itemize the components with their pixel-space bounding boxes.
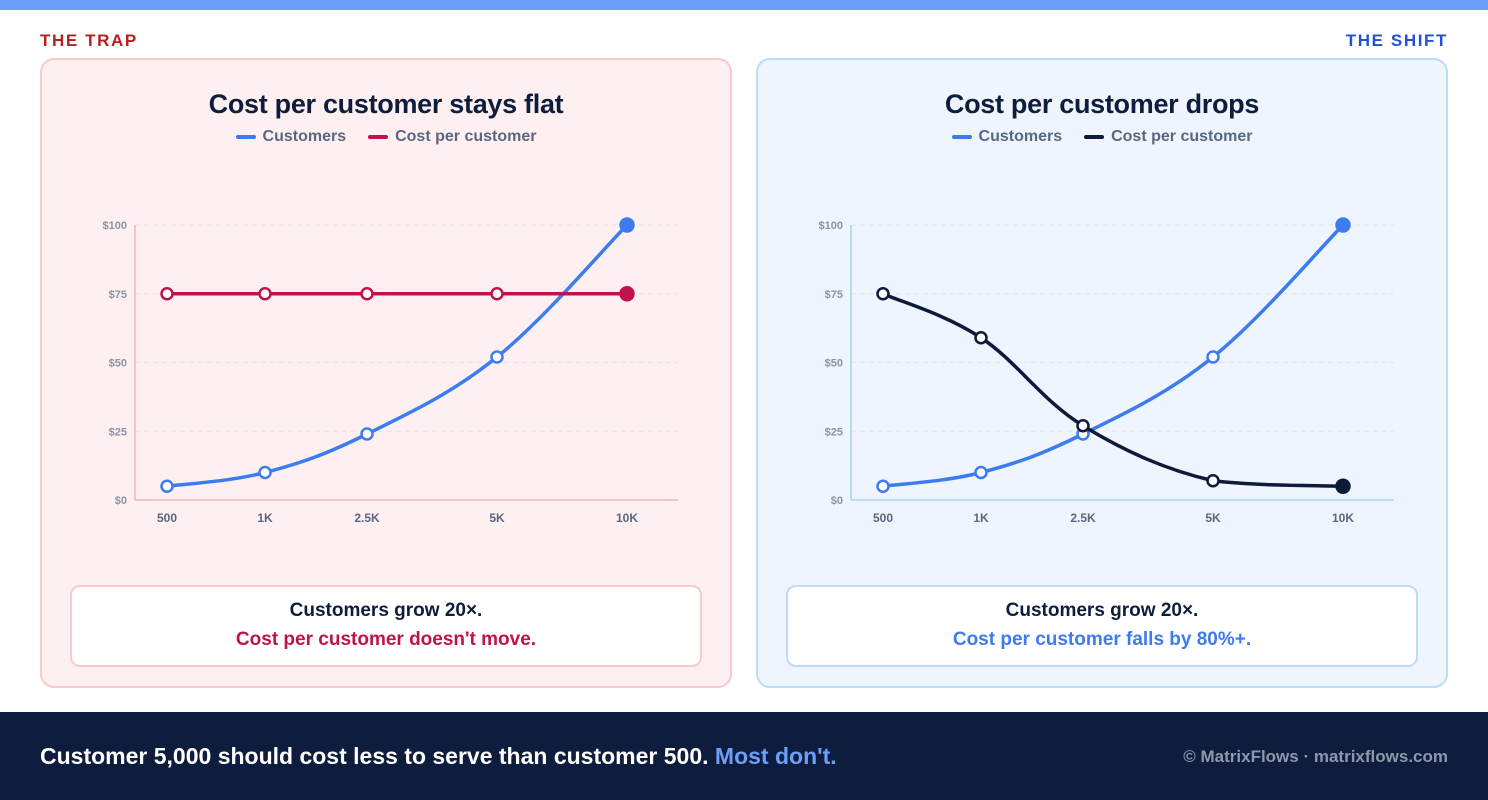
data-point-customers: [360, 427, 374, 441]
legend-label-cost: Cost per customer: [395, 128, 537, 145]
x-tick-label: 10K: [1332, 511, 1354, 525]
y-tick-label: $75: [825, 289, 843, 301]
legend-label-customers: Customers: [978, 128, 1063, 145]
trap-callout: Customers grow 20×. Cost per customer do…: [70, 585, 702, 667]
legend-item-customers: Customers: [235, 128, 347, 146]
shift-callout: Customers grow 20×. Cost per customer fa…: [786, 585, 1418, 667]
x-tick-label: 2.5K: [354, 511, 380, 525]
shift-callout-line2: Cost per customer falls by 80%+.: [952, 629, 1252, 650]
data-point-cost: [360, 287, 374, 301]
shift-callout-line1: Customers grow 20×.: [1005, 600, 1199, 621]
data-point-cost: [619, 286, 635, 302]
trap-panel: Cost per customer stays flat Customers C…: [40, 58, 732, 688]
y-tick-label: $0: [831, 495, 843, 507]
legend-item-customers: Customers: [951, 128, 1063, 146]
data-point-customers: [876, 479, 890, 493]
trap-section-label: THE TRAP: [40, 31, 138, 50]
cost-swatch: [1084, 135, 1105, 139]
series-line-customers: [165, 223, 629, 488]
customers-swatch: [951, 135, 972, 139]
y-tick-label: $100: [103, 220, 127, 232]
x-tick-label: 10K: [616, 511, 638, 525]
footer-headline-main: Customer 5,000 should cost less to serve…: [40, 743, 709, 769]
data-point-cost: [1335, 478, 1351, 494]
y-tick-label: $75: [109, 289, 127, 301]
footer-credit: © MatrixFlows · matrixflows.com: [1183, 747, 1448, 766]
data-point-cost: [258, 287, 272, 301]
data-point-customers: [619, 217, 635, 233]
data-point-customers: [258, 465, 272, 480]
data-point-cost: [974, 331, 988, 345]
data-point-customers: [974, 465, 988, 480]
shift-legend: Customers Cost per customer: [758, 128, 1446, 146]
y-tick-label: $50: [825, 358, 843, 370]
top-accent-bar: [0, 0, 1488, 10]
shift-chart-title: Cost per customer drops: [944, 89, 1260, 119]
data-point-customers: [1335, 217, 1351, 233]
y-tick-label: $25: [109, 426, 127, 438]
shift-panel: Cost per customer drops Customers Cost p…: [756, 58, 1448, 688]
series-line-customers: [881, 223, 1345, 488]
x-tick-label: 1K: [257, 511, 273, 525]
data-point-cost: [160, 287, 174, 301]
cost-swatch: [368, 135, 389, 139]
x-tick-label: 2.5K: [1070, 511, 1096, 525]
x-tick-label: 500: [157, 511, 177, 525]
shift-chart: $0 $25 $50 $75 $100 500 1K 2.5K 5K 10K: [819, 217, 1394, 525]
legend-item-cost: Cost per customer: [368, 128, 536, 146]
series-line-cost: [881, 292, 1345, 488]
data-point-customers: [1206, 350, 1220, 364]
y-tick-label: $100: [819, 220, 843, 232]
legend-item-cost: Cost per customer: [1084, 128, 1252, 146]
legend-label-cost: Cost per customer: [1111, 128, 1253, 145]
data-point-customers: [160, 479, 174, 493]
legend-label-customers: Customers: [262, 128, 347, 145]
footer-headline-accent: Most don't.: [714, 743, 837, 769]
x-tick-label: 5K: [1205, 511, 1221, 525]
y-tick-label: $50: [109, 358, 127, 370]
y-tick-label: $0: [115, 495, 127, 507]
x-tick-label: 500: [873, 511, 893, 525]
customers-swatch: [235, 135, 256, 139]
x-tick-label: 1K: [973, 511, 989, 525]
data-point-cost: [876, 287, 890, 301]
y-tick-label: $25: [825, 426, 843, 438]
x-tick-label: 5K: [489, 511, 505, 525]
trap-chart-title: Cost per customer stays flat: [208, 89, 564, 119]
trap-callout-line2: Cost per customer doesn't move.: [235, 629, 537, 650]
data-point-cost: [1206, 474, 1220, 488]
footer-banner: Customer 5,000 should cost less to serve…: [0, 712, 1488, 800]
data-point-cost: [490, 287, 504, 301]
trap-chart: $0 $25 $50 $75 $100 500 1K 2.5K 5K 10K: [103, 217, 678, 525]
trap-callout-line1: Customers grow 20×.: [289, 600, 483, 621]
trap-legend: Customers Cost per customer: [42, 128, 730, 146]
shift-section-label: THE SHIFT: [1345, 31, 1448, 50]
data-point-cost: [1076, 419, 1090, 433]
footer-headline: Customer 5,000 should cost less to serve…: [40, 743, 837, 770]
data-point-customers: [490, 350, 504, 364]
